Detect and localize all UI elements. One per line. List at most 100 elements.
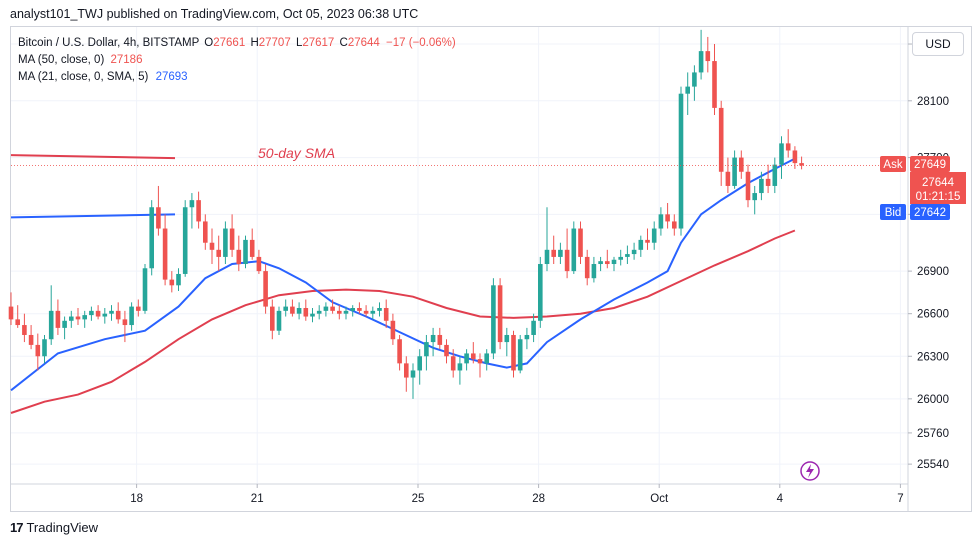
ohlc-low: 27617 [302, 37, 335, 49]
candle-body [15, 319, 20, 326]
candle [404, 356, 409, 392]
candle-body [605, 261, 610, 265]
candle-body [558, 249, 563, 257]
candle [229, 214, 235, 257]
candle-body [8, 306, 14, 320]
candle [270, 299, 275, 340]
candle-body [732, 157, 737, 186]
ohlc-high-label: H [250, 37, 259, 49]
candle-body [799, 163, 804, 166]
candle [779, 136, 784, 179]
y-tick-label: 25760 [917, 428, 949, 440]
candle [799, 156, 804, 170]
candle-body [531, 320, 536, 335]
ohlc-open: 27661 [213, 37, 246, 49]
legend-ma21-row[interactable]: MA (21, close, 0, SMA, 5) 27693 [18, 69, 456, 86]
candle-body [82, 315, 87, 320]
candle-body [785, 143, 791, 151]
candle [22, 313, 27, 343]
candle-body [330, 306, 335, 311]
candle-body [189, 200, 195, 208]
tradingview-logo[interactable]: 17 TradingView [10, 520, 98, 535]
candle [397, 334, 402, 371]
candle-body [638, 239, 644, 250]
candle-body [571, 228, 577, 272]
candle-body [303, 308, 309, 317]
candle [759, 171, 764, 201]
candle-body [323, 306, 329, 311]
tradingview-mark-icon: 17 [10, 520, 24, 535]
chart-legend: Bitcoin / U.S. Dollar, 4h, BITSTAMP O276… [18, 35, 456, 86]
y-tick-label: 28100 [917, 96, 949, 108]
candle [491, 278, 496, 360]
candle-body [249, 239, 255, 257]
candle-body [142, 268, 148, 311]
ohlc-close-label: C [339, 37, 348, 49]
candle-body [109, 310, 114, 314]
candle [578, 221, 583, 265]
candle-body [491, 285, 496, 354]
candle-body [618, 256, 623, 260]
ask-label: Ask [883, 159, 902, 171]
candle [651, 221, 657, 250]
chart-frame [10, 26, 972, 512]
candle-body [625, 254, 630, 257]
legend-symbol-row: Bitcoin / U.S. Dollar, 4h, BITSTAMP O276… [18, 35, 456, 52]
candle [544, 207, 550, 272]
candle-body [484, 353, 489, 364]
candle-body [75, 316, 81, 320]
candle [357, 302, 362, 314]
candle [558, 242, 563, 265]
candle [611, 256, 617, 272]
candle-body [705, 51, 711, 62]
candle-body [685, 86, 690, 94]
y-tick-label: 26300 [917, 351, 949, 363]
candle [672, 214, 677, 236]
last-price-value: 27644 [922, 177, 955, 189]
candle [350, 305, 355, 317]
candle-body [156, 207, 161, 229]
ohlc-change: −17 (−0.06%) [386, 37, 456, 49]
candle-body [645, 239, 650, 243]
candle [692, 65, 697, 101]
candle [497, 278, 503, 350]
candle [8, 292, 14, 326]
candle [665, 202, 670, 229]
candle [444, 339, 449, 364]
candle [591, 256, 597, 283]
candle [290, 299, 295, 317]
candle [330, 299, 335, 314]
currency-button[interactable]: USD [912, 32, 964, 56]
candle [471, 342, 476, 364]
ma50-line [10, 229, 796, 414]
legend-ma50-row[interactable]: MA (50, close, 0) 27186 [18, 52, 456, 69]
candle [102, 308, 108, 324]
tradingview-logo-text: TradingView [26, 520, 99, 535]
candle-body [444, 344, 449, 357]
candle-body [223, 228, 228, 257]
candle-body [517, 339, 523, 371]
candle-body [256, 256, 262, 272]
candle-body [792, 150, 798, 164]
candle [678, 86, 684, 236]
candle-body [95, 310, 101, 317]
candle-body [424, 342, 429, 357]
ohlc-low-label: L [295, 37, 303, 49]
last-price-tag-bg [910, 172, 966, 204]
candle-body [310, 313, 315, 317]
candle [551, 235, 556, 265]
candle [564, 228, 570, 279]
candle-body [229, 228, 235, 250]
candle-body [564, 249, 570, 272]
candle-body [477, 359, 483, 364]
candle-body [578, 228, 583, 257]
lightning-icon[interactable] [800, 461, 820, 481]
candle-body [270, 306, 275, 331]
candle [69, 310, 74, 328]
candle [223, 221, 228, 265]
candle [263, 264, 268, 314]
candle-body [678, 93, 684, 229]
candle-body [136, 306, 141, 311]
candle [149, 200, 154, 276]
